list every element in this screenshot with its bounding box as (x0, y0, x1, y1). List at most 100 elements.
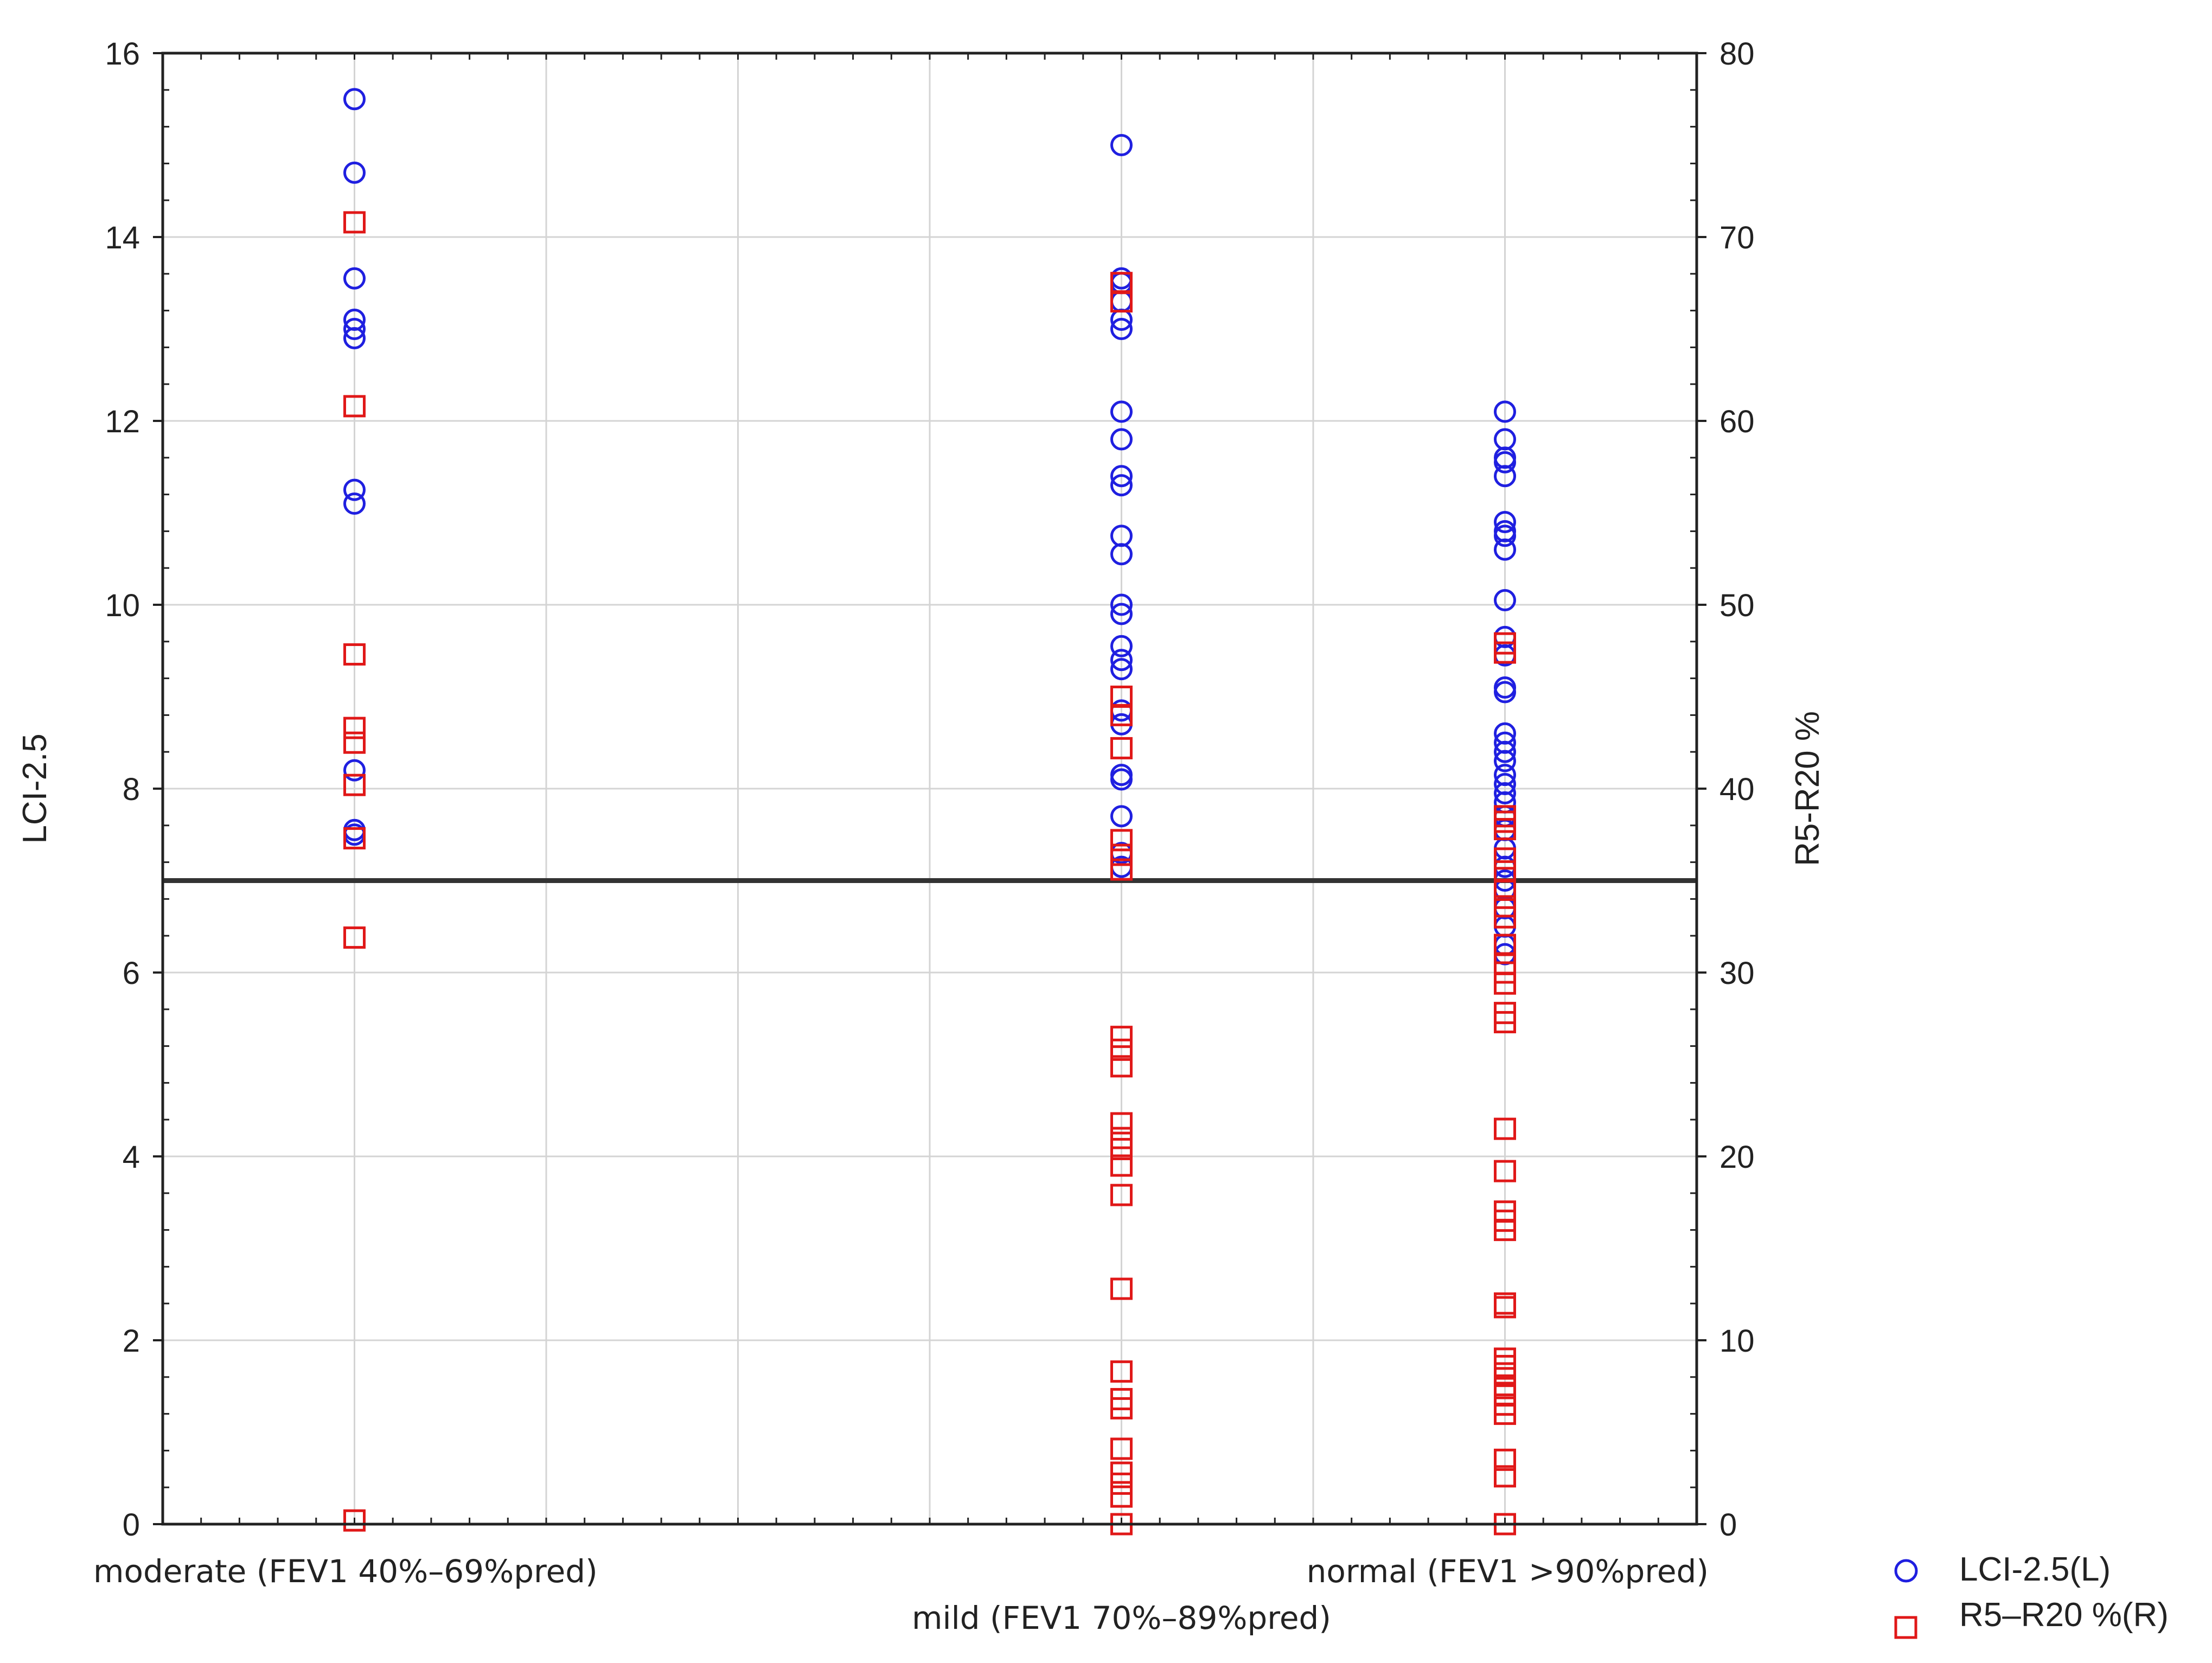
r5r20-data-point (1494, 1403, 1516, 1425)
ticks-layer (153, 52, 1706, 1525)
lci-data-point (1110, 603, 1133, 625)
legend-item-r5r20: R5–R20 %(R) (1894, 1596, 2169, 1639)
lci-data-point (1494, 400, 1516, 423)
y-right-tick-label: 20 (1719, 1140, 1755, 1175)
lci-data-point (1110, 428, 1133, 451)
lci-data-point (1494, 465, 1516, 488)
y-axis-right-title: R5-R20 % (1789, 711, 1826, 866)
y-left-tick-label: 6 (123, 956, 140, 991)
r5r20-data-point (1494, 1448, 1516, 1471)
y-right-tick-label: 0 (1719, 1507, 1737, 1543)
y-left-tick-label: 14 (105, 220, 140, 255)
r5r20-data-point (1110, 1154, 1133, 1177)
lci-data-point (1110, 465, 1133, 488)
y-right-tick-label: 40 (1719, 772, 1755, 807)
legend-square-icon (1894, 1616, 1917, 1639)
r5r20-data-point (1110, 1437, 1133, 1460)
lci-data-point (1494, 750, 1516, 772)
lci-data-point (1110, 805, 1133, 828)
lci-data-point (1494, 589, 1516, 612)
r5r20-data-point (1494, 906, 1516, 929)
lci-data-point (1494, 740, 1516, 763)
r5r20-data-point (1110, 737, 1133, 759)
r5r20-data-point (1110, 843, 1133, 866)
r5r20-data-point (343, 717, 366, 739)
r5r20-data-point (1110, 829, 1133, 852)
legend-label-lci: LCI-2.5(L) (1959, 1551, 2111, 1588)
y-left-tick-label: 12 (105, 404, 140, 439)
r5r20-data-point (343, 643, 366, 666)
r5r20-data-point (343, 395, 366, 418)
lci-data-point (1110, 400, 1133, 423)
r5r20-data-point (343, 1509, 366, 1532)
r5r20-data-point (1110, 703, 1133, 726)
lci-data-point (343, 267, 366, 290)
lci-data-point (1110, 474, 1133, 497)
x-category-label: normal (FEV1 >90%pred) (1307, 1553, 1709, 1590)
r5r20-data-point (1494, 972, 1516, 995)
r5r20-data-point (1110, 1137, 1133, 1160)
r5r20-data-point (1494, 1465, 1516, 1488)
r5r20-data-point (1110, 1485, 1133, 1508)
lci-data-point (1494, 538, 1516, 561)
r5r20-data-point (1494, 1362, 1516, 1385)
r5r20-data-point (1494, 1219, 1516, 1242)
r5r20-data-point (1494, 878, 1516, 901)
r5r20-data-point (1110, 1472, 1133, 1495)
lci-data-point (1110, 768, 1133, 791)
r5r20-data-point (1110, 1184, 1133, 1206)
y-left-tick-label: 0 (123, 1507, 140, 1543)
y-left-tick-label: 16 (105, 36, 140, 72)
r5r20-data-point (1494, 1117, 1516, 1140)
legend-item-lci: LCI-2.5(L) (1894, 1551, 2111, 1588)
y-right-tick-label: 10 (1719, 1323, 1755, 1359)
r5r20-data-point (343, 827, 366, 850)
r5r20-data-point (1494, 1160, 1516, 1182)
y-right-tick-label: 70 (1719, 220, 1755, 255)
lci-data-point (1110, 635, 1133, 657)
r5r20-data-point (1110, 1038, 1133, 1061)
lci-data-point (343, 327, 366, 349)
lci-data-point (343, 88, 366, 111)
lci-data-point (1494, 451, 1516, 474)
r5r20-data-point (1110, 1360, 1133, 1383)
r5r20-data-point (1494, 1011, 1516, 1034)
legend-circle-icon (1894, 1559, 1918, 1583)
r5r20-data-point (1110, 290, 1133, 313)
lci-data-point (1494, 525, 1516, 547)
lci-data-point (1494, 782, 1516, 804)
lci-data-point (343, 161, 366, 184)
lci-data-point (1110, 543, 1133, 566)
lci-data-point (1110, 134, 1133, 156)
legend: LCI-2.5(L) R5–R20 %(R) (1894, 1551, 2169, 1639)
r5r20-data-point (1110, 1026, 1133, 1048)
x-category-label: mild (FEV1 70%–89%pred) (912, 1600, 1331, 1636)
lci-data-point (1494, 681, 1516, 703)
r5r20-data-point (1110, 1277, 1133, 1300)
lci-data-point (343, 478, 366, 501)
lci-data-point (343, 492, 366, 515)
y-left-tick-label: 2 (123, 1323, 140, 1359)
r5r20-data-point (1110, 858, 1133, 881)
lci-data-point (1110, 593, 1133, 616)
x-category-label: moderate (FEV1 40%–69%pred) (93, 1553, 598, 1590)
r5r20-data-point (1494, 641, 1516, 664)
legend-label-r5r20: R5–R20 %(R) (1959, 1596, 2169, 1634)
y-right-tick-label: 80 (1719, 36, 1755, 72)
r5r20-data-point (1494, 847, 1516, 870)
lci-data-point (343, 759, 366, 782)
lci-data-point (1494, 510, 1516, 533)
lci-data-point (1110, 318, 1133, 340)
y-right-tick-label: 50 (1719, 588, 1755, 623)
lci-data-point (343, 318, 366, 340)
r5r20-data-point (1110, 1112, 1133, 1135)
r5r20-data-point (1110, 1055, 1133, 1078)
r5r20-data-point (343, 926, 366, 949)
r5r20-data-point (1494, 1296, 1516, 1319)
r5r20-data-point (343, 211, 366, 234)
y-right-tick-label: 30 (1719, 956, 1755, 991)
lci-data-point (1110, 649, 1133, 671)
y-left-tick-label: 8 (123, 772, 140, 807)
r5r20-data-point (1494, 818, 1516, 841)
